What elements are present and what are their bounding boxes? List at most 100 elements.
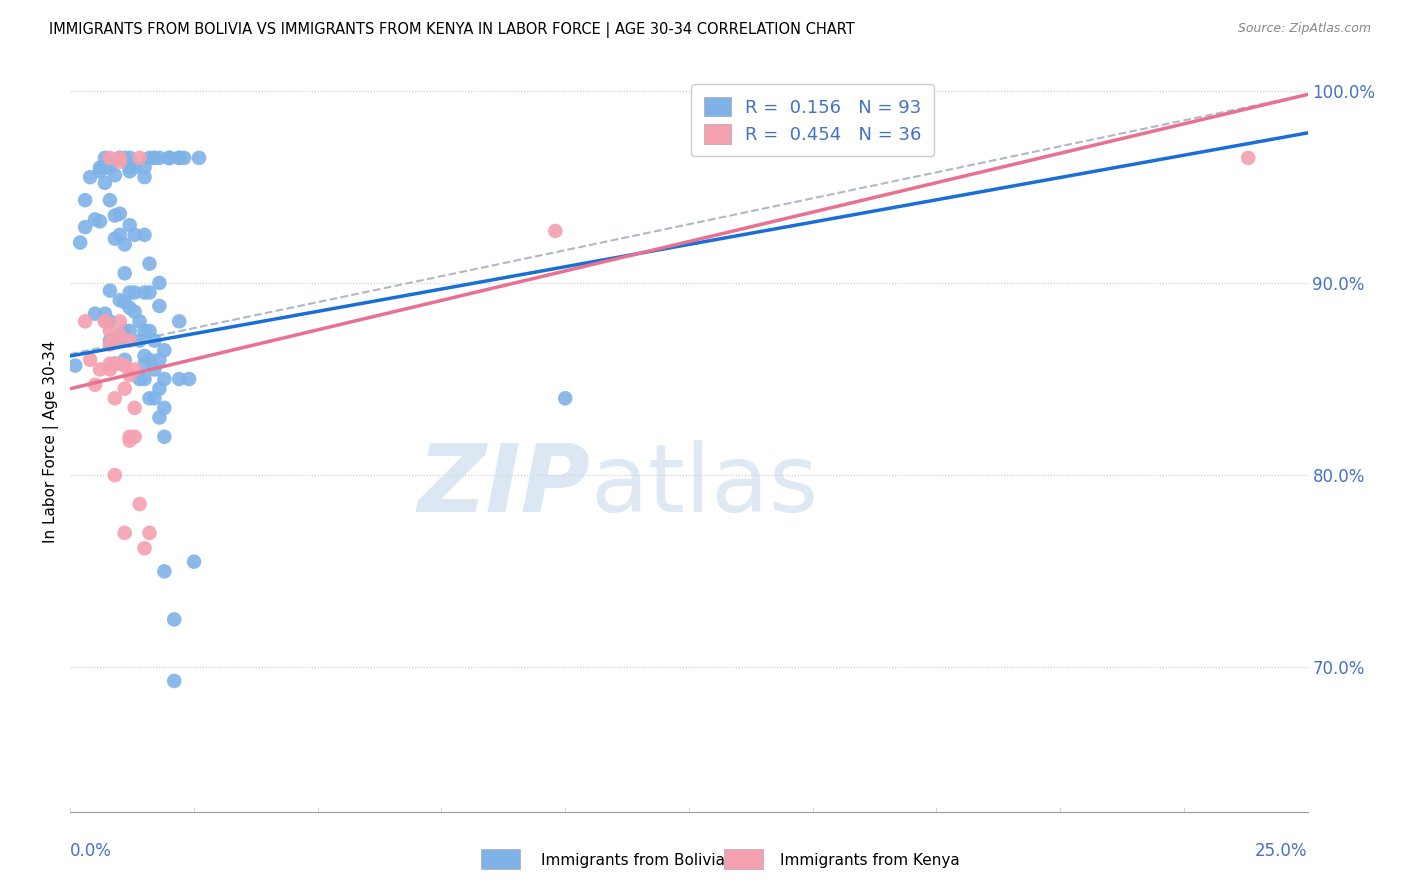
Point (143, 151, 166, 165)
Point (157, 151, 180, 165)
Point (114, 324, 136, 338)
Point (104, 168, 127, 182)
Point (75, 314, 97, 328)
Point (114, 266, 136, 280)
Point (163, 673, 186, 688)
Point (114, 295, 136, 310)
Point (98, 151, 121, 165)
Point (153, 401, 176, 415)
Point (138, 285, 160, 300)
Point (94, 307, 117, 321)
Point (84, 307, 107, 321)
Point (124, 401, 146, 415)
Point (89, 161, 111, 175)
Point (167, 151, 190, 165)
Point (114, 237, 136, 252)
Point (94, 314, 117, 328)
Point (167, 372, 190, 386)
Point (69, 235, 91, 250)
Point (134, 357, 156, 371)
Point (89, 164, 111, 178)
Point (114, 151, 136, 165)
Point (75, 220, 97, 235)
Y-axis label: In Labor Force | Age 30-34: In Labor Force | Age 30-34 (44, 340, 59, 543)
Point (108, 357, 131, 371)
Point (128, 334, 150, 348)
Point (104, 468, 127, 483)
Text: Source: ZipAtlas.com: Source: ZipAtlas.com (1237, 22, 1371, 36)
Point (118, 368, 141, 383)
Point (108, 154, 131, 169)
Point (138, 391, 160, 405)
Point (118, 301, 141, 315)
Point (118, 285, 141, 300)
Point (98, 193, 121, 207)
Point (153, 343, 176, 358)
Point (108, 151, 131, 165)
Point (1237, 151, 1260, 165)
Point (75, 193, 97, 207)
Point (94, 176, 117, 190)
Point (94, 161, 117, 175)
Point (118, 164, 141, 178)
Point (94, 151, 117, 165)
Point (118, 334, 141, 348)
Point (177, 372, 200, 386)
Point (114, 359, 136, 373)
Point (98, 362, 121, 376)
Point (153, 430, 176, 444)
Point (104, 357, 127, 371)
Point (554, 391, 576, 405)
Point (167, 314, 190, 328)
Point (134, 170, 156, 185)
Point (183, 555, 205, 569)
Point (114, 352, 136, 367)
Point (138, 525, 160, 540)
Point (84, 212, 107, 227)
Point (108, 151, 131, 165)
Point (138, 257, 160, 271)
Point (143, 334, 166, 348)
Point (114, 382, 136, 396)
Point (124, 161, 146, 175)
Bar (481, 849, 520, 869)
Point (79, 352, 101, 367)
Point (108, 207, 131, 221)
Point (108, 334, 131, 348)
Point (148, 352, 170, 367)
Point (104, 357, 127, 371)
Point (98, 314, 121, 328)
Point (118, 434, 141, 448)
Point (148, 151, 170, 165)
Point (148, 276, 170, 290)
Point (544, 224, 567, 238)
Point (128, 497, 150, 511)
Point (128, 151, 150, 165)
Point (124, 285, 146, 300)
Text: 0.0%: 0.0% (70, 842, 112, 860)
Point (104, 334, 127, 348)
Point (104, 232, 127, 246)
Point (108, 314, 131, 328)
Point (138, 324, 160, 338)
Point (108, 327, 131, 342)
Point (118, 151, 141, 165)
Point (98, 337, 121, 351)
Point (143, 151, 166, 165)
Point (188, 151, 211, 165)
Legend: R =  0.156   N = 93, R =  0.454   N = 36: R = 0.156 N = 93, R = 0.454 N = 36 (692, 84, 934, 156)
Point (124, 304, 146, 318)
Point (138, 151, 160, 165)
Point (104, 391, 127, 405)
Point (118, 161, 141, 175)
Point (143, 362, 166, 376)
Text: atlas: atlas (591, 440, 818, 532)
Point (153, 565, 176, 579)
Point (148, 410, 170, 425)
Point (65, 359, 87, 373)
Point (98, 357, 121, 371)
Point (143, 391, 166, 405)
Text: Immigrants from Kenya: Immigrants from Kenya (780, 854, 960, 868)
Point (134, 324, 156, 338)
Point (173, 151, 195, 165)
